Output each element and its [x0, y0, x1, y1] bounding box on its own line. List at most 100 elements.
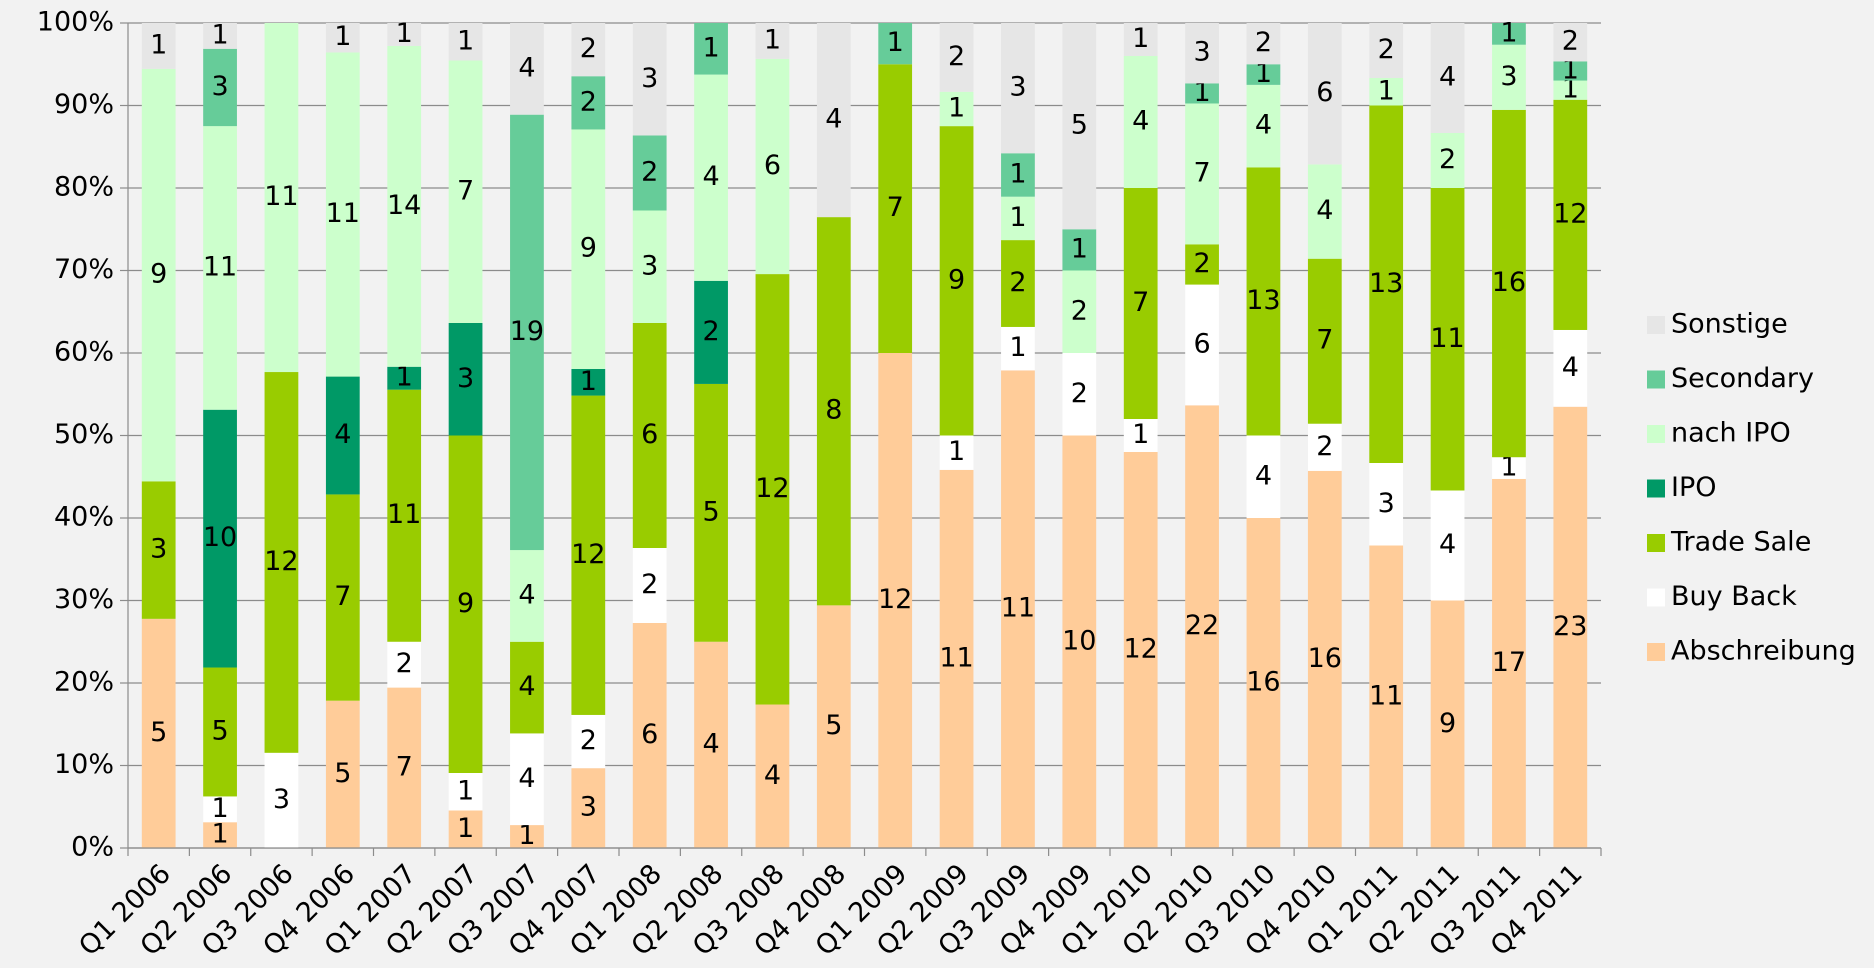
bar-segment: [694, 280, 728, 384]
data-label: 22: [1185, 610, 1219, 641]
bar-segment: [510, 114, 544, 551]
bar-segment: [1246, 167, 1281, 436]
bar-segment: [632, 210, 667, 323]
bar-segment: [1553, 329, 1588, 407]
bar-segment: [510, 550, 544, 642]
legend-label: Buy Back: [1671, 581, 1797, 612]
bar-segment: [1307, 423, 1342, 471]
bar-segment: [1369, 23, 1404, 78]
bar-segment: [1246, 84, 1281, 168]
bar-segment: [448, 60, 483, 323]
bar-segment: [203, 667, 237, 797]
bar-segment: [939, 91, 974, 127]
bar-segment: [571, 23, 606, 77]
data-label: 3: [1500, 61, 1517, 92]
data-label: 17: [1492, 647, 1526, 678]
bar-segment: [264, 372, 299, 753]
data-label: 13: [1246, 285, 1280, 316]
y-tick-label: 30%: [54, 584, 114, 615]
data-label: 2: [641, 157, 658, 188]
data-label: 12: [1124, 634, 1158, 665]
data-label: 1: [1562, 74, 1579, 105]
data-label: 1: [1132, 419, 1149, 450]
bar-segment: [755, 274, 790, 705]
bar-segment: [939, 435, 974, 470]
bar-segment: [1553, 61, 1588, 81]
bar-segment: [816, 605, 851, 848]
bar-segment: [1430, 133, 1465, 188]
bar-segment: [939, 23, 974, 92]
data-label: 4: [825, 104, 842, 135]
data-label: 11: [1001, 593, 1035, 624]
data-label: 5: [334, 758, 351, 789]
bar-segment: [448, 23, 483, 61]
data-label: 1: [396, 18, 413, 49]
data-label: 4: [702, 161, 719, 192]
bar-segment: [1369, 463, 1404, 546]
data-label: 2: [580, 86, 597, 117]
data-label: 11: [1430, 323, 1464, 354]
bar-segment: [571, 768, 606, 848]
data-label: 1: [1009, 202, 1026, 233]
legend-swatch: [1647, 425, 1665, 443]
bar-segment: [1246, 23, 1281, 65]
data-label: 11: [1369, 680, 1403, 711]
data-label: 4: [764, 760, 781, 791]
data-label: 4: [518, 671, 535, 702]
data-label: 1: [1009, 158, 1026, 189]
data-label: 6: [641, 719, 658, 750]
data-label: 23: [1553, 611, 1587, 642]
bar-segment: [325, 700, 360, 848]
data-label: 7: [396, 751, 413, 782]
data-label: 2: [1071, 295, 1088, 326]
legend-swatch: [1647, 479, 1665, 498]
data-label: 5: [150, 717, 167, 748]
legend-swatch: [1647, 370, 1665, 389]
data-label: 12: [878, 584, 912, 615]
bar-segment: [1369, 545, 1404, 848]
data-label: 4: [1255, 110, 1272, 141]
bar-segment: [1307, 258, 1342, 424]
data-label: 1: [764, 24, 781, 55]
data-label: 6: [1316, 77, 1333, 108]
bar-segment: [448, 435, 483, 773]
bar-segment: [1123, 56, 1158, 188]
data-label: 4: [1439, 62, 1456, 93]
data-label: 7: [1193, 157, 1210, 188]
data-label: 7: [1132, 287, 1149, 318]
data-label: 5: [1071, 110, 1088, 141]
bar-segment: [1001, 326, 1035, 371]
bar-segment: [141, 23, 176, 69]
data-label: 5: [211, 715, 228, 746]
bar-segment: [1430, 188, 1465, 491]
data-label: 9: [457, 588, 474, 619]
bar-segment: [1001, 370, 1035, 848]
data-label: 2: [948, 41, 965, 72]
data-label: 3: [1009, 72, 1026, 103]
data-label: 1: [150, 29, 167, 60]
bar-segment: [1553, 80, 1588, 100]
data-label: 4: [518, 579, 535, 610]
data-label: 1: [211, 19, 228, 50]
bar-segment: [816, 217, 851, 606]
y-tick-label: 70%: [54, 254, 114, 285]
y-tick-label: 100%: [37, 7, 114, 38]
data-label: 10: [203, 522, 237, 553]
bar-segment: [264, 23, 299, 373]
data-label: 16: [1308, 643, 1342, 674]
bar-segment: [1553, 406, 1588, 848]
bar-segment: [632, 323, 667, 548]
data-label: 1: [457, 25, 474, 56]
data-label: 11: [939, 642, 973, 673]
legend-swatch: [1647, 316, 1665, 334]
bar-segment: [694, 74, 728, 281]
bar-segment: [1246, 64, 1281, 85]
bar-segment: [1307, 164, 1342, 259]
bar-segment: [632, 623, 667, 848]
bar-segment: [141, 68, 176, 482]
bar-segment: [571, 368, 606, 396]
data-label: 11: [326, 198, 360, 229]
bar-segment: [1062, 23, 1097, 230]
y-tick-label: 10%: [54, 749, 114, 780]
data-label: 11: [203, 251, 237, 282]
